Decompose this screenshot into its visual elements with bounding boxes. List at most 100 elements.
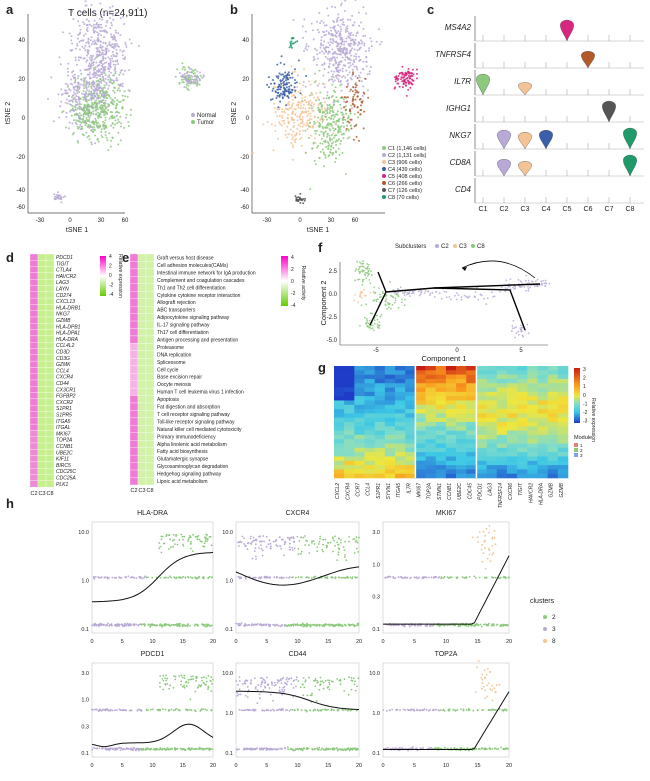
scatter-point <box>100 128 103 131</box>
scatter-point <box>327 124 330 127</box>
scatter-point <box>87 20 90 23</box>
scatter-point <box>67 70 70 73</box>
scatter-point <box>540 280 543 282</box>
scatter-point <box>342 98 345 101</box>
scatter-point <box>172 545 175 548</box>
scatter-point <box>331 138 334 141</box>
scatter-point <box>84 99 87 102</box>
heatmap-cell <box>486 409 498 414</box>
scatter-point <box>196 538 199 541</box>
scatter-point <box>517 278 520 281</box>
scatter-point <box>329 541 332 544</box>
scatter-point <box>353 65 356 68</box>
heatmap-cell <box>45 285 55 292</box>
scatter-point <box>323 68 326 71</box>
scatter-point <box>82 21 84 24</box>
scatter-point <box>90 126 93 129</box>
heatmap-cell <box>45 266 55 274</box>
heatmap-cell <box>45 423 55 431</box>
scatter-point <box>139 577 141 579</box>
scatter-point <box>88 23 91 26</box>
scatter-point <box>478 576 481 579</box>
scatter-point <box>331 142 334 145</box>
scatter-point <box>466 296 469 299</box>
scatter-point <box>305 43 308 46</box>
heatmap-cell <box>145 477 155 486</box>
scatter-point <box>355 66 358 69</box>
scatter-point <box>332 101 335 104</box>
scatter-point <box>183 624 186 627</box>
scatter-point <box>123 23 126 25</box>
scatter-point <box>341 67 344 70</box>
scatter-point <box>94 109 97 112</box>
heatmap-cell <box>506 473 518 479</box>
scatter-point <box>117 32 120 35</box>
scatter-point <box>504 287 507 289</box>
scatter-point <box>340 4 342 7</box>
scatter-point <box>487 623 489 626</box>
scatter-point <box>68 121 71 124</box>
scatter-point <box>305 576 308 579</box>
heatmap-cell <box>354 404 365 410</box>
scatter-point <box>189 536 192 538</box>
scatter-point <box>355 536 358 539</box>
y-tick-label: 1.0 <box>372 562 380 568</box>
scatter-point <box>84 49 87 52</box>
scatter-point <box>101 57 104 60</box>
scatter-point <box>101 63 104 66</box>
scatter-point <box>56 194 59 197</box>
scatter-point <box>480 625 483 628</box>
column-label: C3 <box>38 491 45 497</box>
legend-swatch <box>471 244 475 248</box>
scatter-point <box>281 93 284 96</box>
scatter-point <box>277 86 279 89</box>
scatter-point <box>294 623 297 626</box>
scatter-point <box>327 14 330 17</box>
violin <box>602 100 616 123</box>
pathway-label: Cytokine cytokine receptor interaction <box>157 293 241 299</box>
scatter-point <box>190 74 193 77</box>
scatter-point <box>324 49 327 52</box>
scatter-point <box>314 121 317 124</box>
scatter-point <box>72 131 75 134</box>
scatter-point <box>408 75 411 78</box>
scatter-point <box>358 47 361 50</box>
scatter-point <box>104 111 107 114</box>
heatmap-cell <box>45 354 55 362</box>
scatter-point <box>92 29 95 32</box>
heatmap-cell <box>395 417 406 423</box>
scatter-point <box>251 557 254 560</box>
scatter-point <box>69 89 72 92</box>
scatter-point <box>114 96 116 99</box>
scatter-point <box>279 79 282 82</box>
scatter-point <box>360 304 363 307</box>
legend-swatch <box>382 174 386 178</box>
heatmap-cell <box>45 392 55 400</box>
heatmap-cell <box>527 465 538 470</box>
trend-line <box>92 552 214 603</box>
scatter-point <box>103 84 106 87</box>
heatmap-cell <box>547 465 559 470</box>
scatter-point <box>96 36 99 39</box>
heatmap-cell <box>476 452 487 457</box>
scatter-point <box>321 624 324 627</box>
scatter-point <box>346 27 349 30</box>
scatter-point <box>338 49 341 52</box>
scatter-point <box>329 106 332 109</box>
scatter-point <box>109 97 112 100</box>
heatmap-cell <box>129 268 139 277</box>
scatter-point <box>375 298 378 301</box>
scatter-point <box>109 6 111 9</box>
scatter-point <box>113 69 116 71</box>
scatter-point <box>244 623 247 626</box>
scatter-point <box>313 115 316 118</box>
heatmap-cell <box>364 374 375 380</box>
scatter-point <box>331 34 334 37</box>
scatter-point <box>238 541 240 544</box>
scatter-point <box>361 280 364 283</box>
heatmap-cell <box>137 253 147 262</box>
scatter-point <box>300 576 302 579</box>
scatter-point <box>328 112 331 114</box>
scatter-point <box>95 121 98 124</box>
scatter-point <box>103 80 106 83</box>
